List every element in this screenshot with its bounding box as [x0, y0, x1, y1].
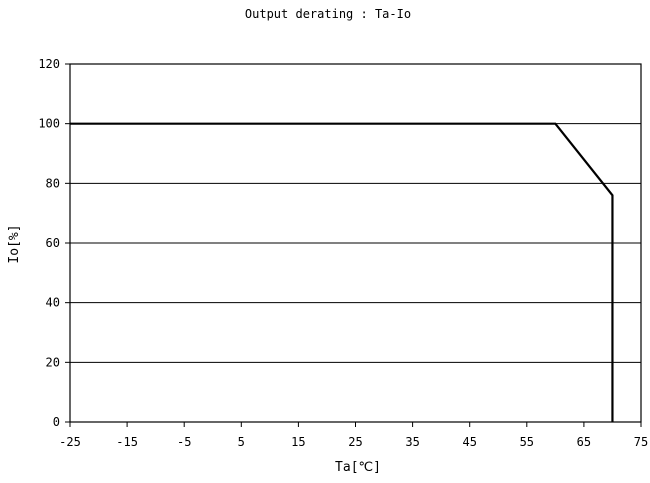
y-tick-label: 0 [53, 415, 60, 429]
x-tick-label: 45 [462, 435, 476, 449]
x-tick-label: 55 [520, 435, 534, 449]
y-tick-label: 60 [46, 236, 60, 250]
x-tick-label: -25 [59, 435, 81, 449]
x-axis-ticks: -25 -15 -5 5 15 25 35 45 55 65 75 [59, 422, 648, 449]
y-tick-label: 80 [46, 176, 60, 190]
y-axis-label: Io[%] [7, 224, 22, 263]
x-tick-label: -5 [177, 435, 191, 449]
x-tick-label: 35 [405, 435, 419, 449]
y-tick-label: 120 [38, 57, 60, 71]
x-tick-label: 75 [634, 435, 648, 449]
series-group [70, 122, 614, 422]
y-tick-label: 100 [38, 117, 60, 131]
x-tick-label: -15 [116, 435, 138, 449]
y-axis-ticks: 0 20 40 60 80 100 120 [38, 57, 70, 429]
derating-curve [70, 122, 614, 422]
x-tick-label: 65 [577, 435, 591, 449]
x-tick-label: 5 [238, 435, 245, 449]
x-tick-label: 25 [348, 435, 362, 449]
grid-lines [70, 123, 641, 363]
y-tick-label: 40 [46, 296, 60, 310]
x-tick-label: 15 [291, 435, 305, 449]
chart-title: Output derating : Ta-Io [245, 7, 411, 21]
y-tick-label: 20 [46, 355, 60, 369]
x-axis-label: Ta[℃] [335, 460, 381, 475]
